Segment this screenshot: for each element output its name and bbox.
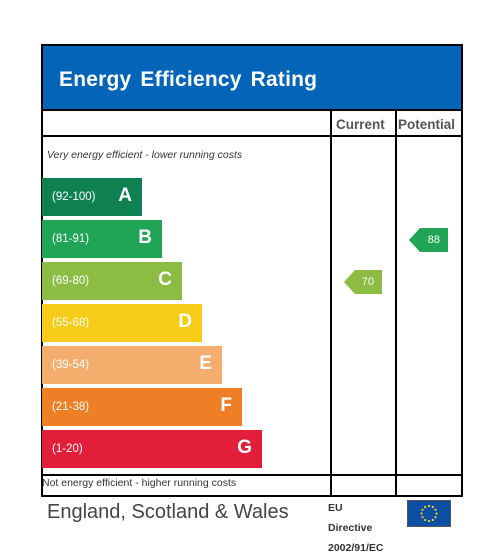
band-letter-label: F: [220, 395, 232, 416]
eu-directive-line-2: Directive: [328, 522, 373, 534]
band-letter-label: G: [237, 437, 252, 458]
efficient-caption: Very energy efficient - lower running co…: [47, 149, 243, 161]
band-range-label: (21-38): [52, 401, 90, 413]
current-column-divider: [330, 109, 332, 497]
band-letter-label: D: [178, 311, 192, 332]
band-range-label: (92-100): [52, 191, 96, 203]
rating-band-a: (92-100) A: [42, 178, 142, 216]
potential-rating-value: 88: [427, 234, 440, 246]
rating-header: Energy Efficiency Rating: [41, 44, 463, 111]
current-column-header: Current: [336, 117, 385, 132]
inefficient-caption: Not energy efficient - higher running co…: [42, 477, 237, 489]
rating-band-f: (21-38) F: [42, 388, 242, 426]
eu-directive-line-1: EU: [328, 502, 343, 514]
potential-column-header: Potential: [398, 117, 456, 132]
rating-band-e: (39-54) E: [42, 346, 222, 384]
band-range-label: (81-91): [52, 233, 90, 245]
rating-title: Energy Efficiency Rating: [59, 68, 318, 91]
band-letter-label: C: [158, 269, 172, 290]
rating-band-b: (81-91) B: [42, 220, 162, 258]
band-range-label: (1-20): [52, 443, 83, 455]
band-letter-label: A: [118, 185, 132, 206]
band-range-label: (55-68): [52, 317, 90, 329]
rating-band-g: (1-20) G: [42, 430, 262, 468]
eu-directive-label: EU Directive 2002/91/EC: [328, 498, 383, 558]
rating-band-d: (55-68) D: [42, 304, 202, 342]
current-rating-value: 70: [361, 276, 374, 288]
band-range-label: (69-80): [52, 275, 90, 287]
potential-column-divider: [395, 109, 397, 497]
rating-band-c: (69-80) C: [42, 262, 182, 300]
band-range-label: (39-54): [52, 359, 90, 371]
column-header-divider: [41, 135, 463, 137]
band-letter-label: E: [199, 353, 212, 374]
region-label: England, Scotland & Wales: [47, 501, 289, 523]
band-letter-label: B: [138, 227, 152, 248]
eu-directive-line-3: 2002/91/EC: [328, 542, 384, 554]
bottom-caption-divider: [41, 474, 463, 476]
eu-flag-icon: [407, 500, 451, 527]
